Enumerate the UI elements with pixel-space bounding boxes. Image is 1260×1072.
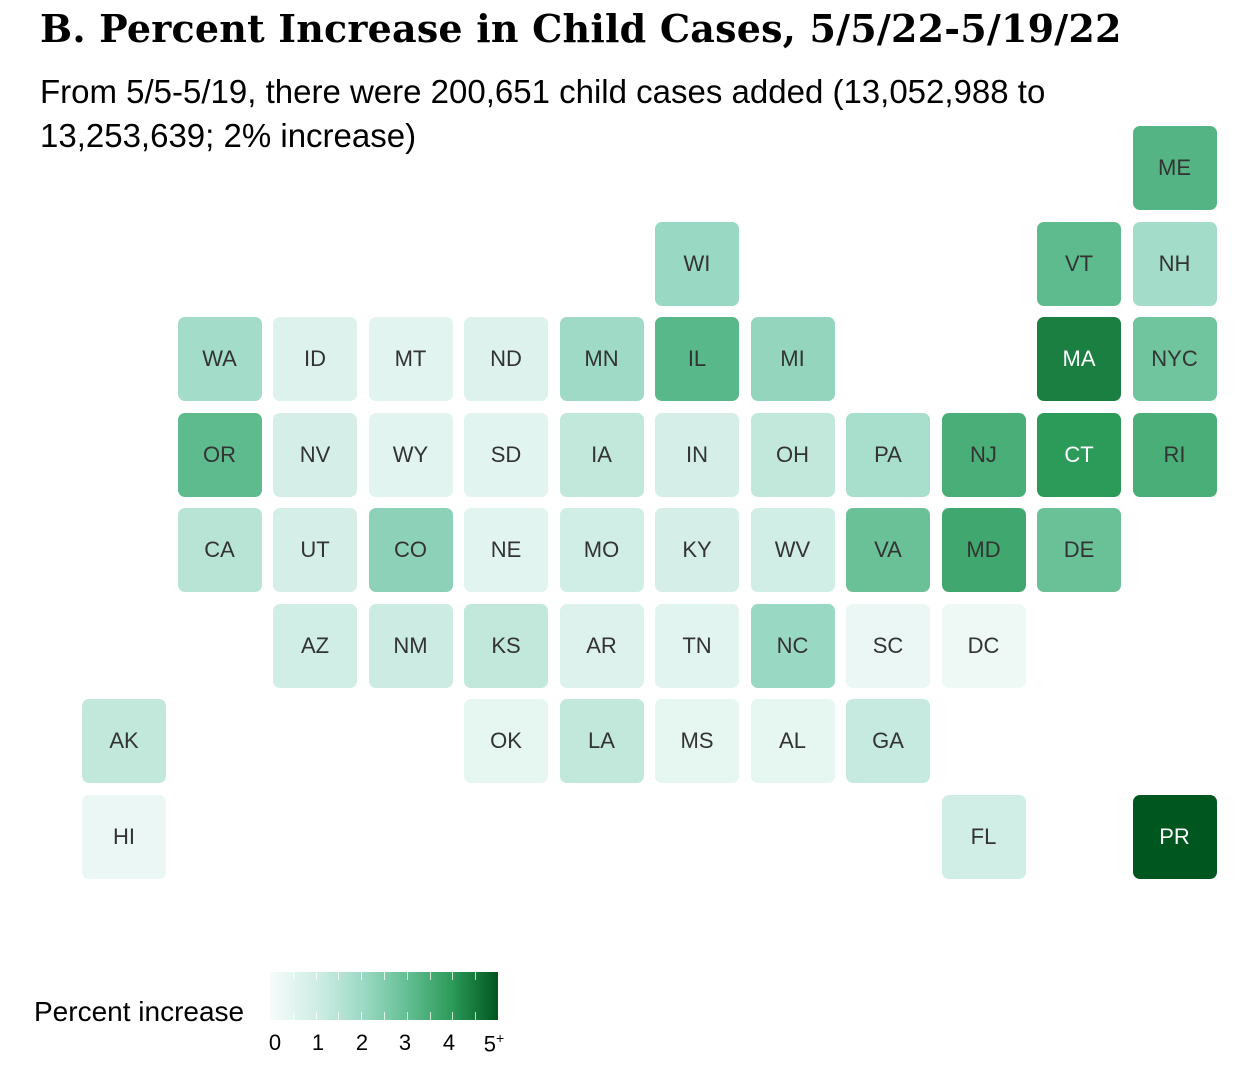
legend-tick [361,1012,363,1020]
state-tile-ma: MA [1037,317,1121,401]
state-tile-md: MD [941,508,1026,592]
legend-tick-label: 5+ [479,1030,509,1057]
state-tile-ut: UT [273,508,357,592]
state-tile-co: CO [368,508,453,592]
legend-title: Percent increase [34,996,245,1027]
state-tile-mi: MI [750,317,835,401]
state-tile-ne: NE [464,508,548,592]
state-tile-mt: MT [368,317,453,401]
legend-tick [406,972,408,980]
legend-tick [292,1012,294,1020]
legend-tick [429,972,431,980]
chart-title: B. Percent Increase in Child Cases, 5/5/… [40,6,1240,51]
state-tile-ms: MS [655,699,739,783]
legend-tick [361,972,363,980]
state-tile-va: VA [846,508,930,592]
state-tile-ks: KS [464,603,548,688]
state-tile-nh: NH [1132,221,1217,306]
legend-tick [384,1012,385,1020]
chart-title-dates: 5/5/22-5/19/22 [809,6,1122,51]
legend-tick [406,1012,408,1020]
legend-tick-value: 1 [311,1030,325,1055]
state-tile-nm: NM [368,603,453,688]
legend-tick-suffix: + [496,1030,505,1046]
state-tile-ky: KY [655,508,739,592]
state-tile-wa: WA [177,317,262,401]
state-tile-ia: IA [559,412,644,497]
legend-tick [429,1012,431,1020]
state-tile-de: DE [1037,508,1121,592]
state-tile-nv: NV [273,412,357,497]
state-tile-ar: AR [559,603,644,688]
legend-tick-label: 4 [434,1030,464,1056]
state-tile-nd: ND [464,317,548,401]
legend-tick-value: 0 [268,1030,282,1055]
state-tile-fl: FL [941,794,1026,879]
state-tile-dc: DC [941,603,1026,688]
state-tile-or: OR [177,412,262,497]
legend-tick [475,1012,477,1020]
legend-tick [384,972,385,980]
legend-tick [315,1012,317,1020]
legend-tick-value: 3 [398,1030,412,1055]
state-tile-la: LA [559,699,644,783]
state-tile-nj: NJ [941,412,1026,497]
state-tile-mo: MO [559,508,644,592]
state-tile-hi: HI [82,794,166,879]
legend-tick-value: 5 [483,1031,497,1057]
state-tile-az: AZ [273,603,357,688]
legend-tick [475,972,477,980]
state-tile-wv: WV [750,508,835,592]
state-tile-il: IL [655,317,739,401]
legend-tick-label: 0 [260,1030,290,1056]
state-tile-ok: OK [464,699,548,783]
state-tile-pa: PA [846,412,930,497]
state-tile-nyc: NYC [1132,317,1217,401]
state-tile-ct: CT [1037,412,1121,497]
chart-title-main: B. Percent Increase in Child Cases, [40,6,797,51]
state-tile-ca: CA [177,508,262,592]
legend-tick [338,1012,340,1020]
state-tile-in: IN [655,412,739,497]
state-tile-ak: AK [82,699,166,783]
state-tile-sd: SD [464,412,548,497]
legend-tick [452,1012,454,1020]
legend-tick-label: 1 [303,1030,333,1056]
state-tile-wy: WY [368,412,453,497]
state-tile-wi: WI [655,221,739,306]
legend-tick-marks [270,972,498,1020]
state-tile-vt: VT [1037,221,1121,306]
chart-subtitle: From 5/5-5/19, there were 200,651 child … [40,73,1046,154]
state-tile-pr: PR [1132,794,1217,879]
legend-tick [338,972,340,980]
legend-tick-value: 4 [442,1030,456,1055]
legend-tick [315,972,317,980]
legend-tick-label: 3 [390,1030,420,1056]
state-tile-tn: TN [655,603,739,688]
state-tile-ri: RI [1132,412,1217,497]
state-tile-oh: OH [750,412,835,497]
state-tile-mn: MN [559,317,644,401]
legend-tick [452,972,454,980]
state-tile-id: ID [273,317,357,401]
state-tile-sc: SC [846,603,930,688]
legend-tick [292,972,294,980]
state-tile-ga: GA [846,699,930,783]
legend-tick-label: 2 [347,1030,377,1056]
legend-tick-value: 2 [355,1030,369,1055]
state-tile-nc: NC [750,603,835,688]
state-tile-al: AL [750,699,835,783]
